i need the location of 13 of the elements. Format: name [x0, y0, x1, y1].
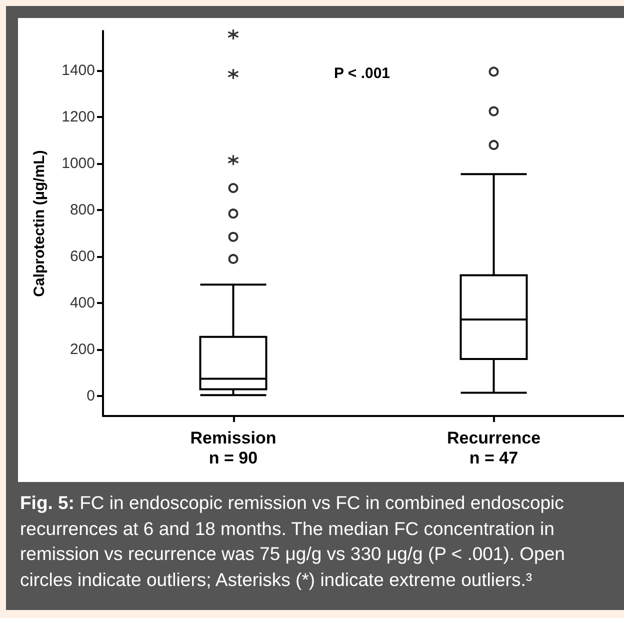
y-tick-label: 0: [86, 388, 95, 405]
y-tick-label: 400: [70, 294, 95, 312]
x-tick-label: Recurrence n = 47: [446, 428, 541, 468]
y-tick-label: 200: [70, 341, 95, 358]
x-tick-label: Remission n = 90: [190, 428, 276, 468]
y-tick-label: 1000: [62, 155, 95, 172]
y-tick-label: 800: [70, 202, 95, 219]
caption: Fig. 5: FC in endoscopic remission vs FC in combined endoscopic recurrences at 6 and 18 months. The median FC concentration in remission vs recurrence was 75 μg/g vs 330 μg/g (P < .001). Open circles indicate outliers; Asterisks (*) indicate extreme outliers.³: [20, 491, 566, 592]
y-tick-label: 1200: [62, 108, 95, 126]
y-axis-title: Calprotectin (μg/mL): [31, 150, 48, 297]
annotation: P < .001: [334, 65, 390, 82]
y-tick-label: 600: [70, 248, 95, 266]
y-tick-label: 1400: [62, 62, 95, 80]
